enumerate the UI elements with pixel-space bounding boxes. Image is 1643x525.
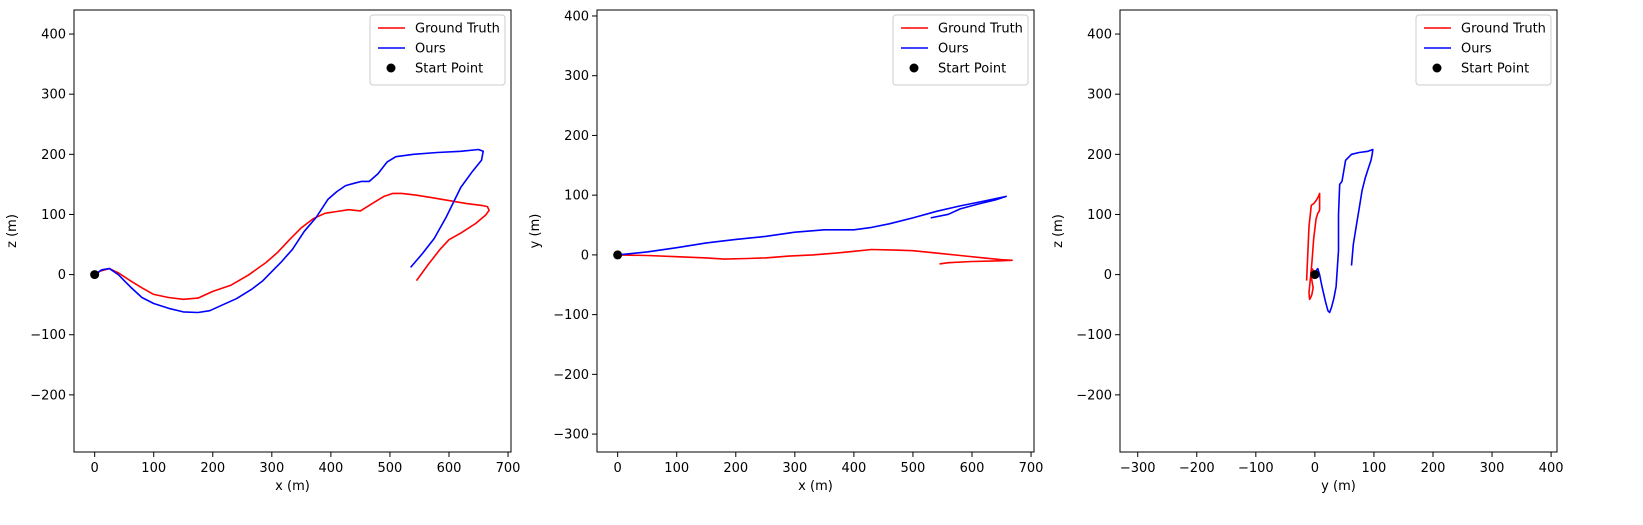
x-tick-label: 700 <box>1019 461 1044 476</box>
y-tick-label: −100 <box>553 308 589 323</box>
start-point-marker <box>613 250 623 260</box>
legend-label: Start Point <box>1461 62 1529 77</box>
x-tick-label: 100 <box>1362 461 1387 476</box>
legend: Ground Truth Ours Start Point <box>1415 14 1552 86</box>
x-tick-label: 600 <box>960 461 985 476</box>
x-tick-label: 200 <box>1421 461 1446 476</box>
series-line-ground-truth <box>617 248 1013 265</box>
x-tick-label: 100 <box>141 461 166 476</box>
x-tick-label: 0 <box>91 461 99 476</box>
start-point-marker <box>90 270 100 280</box>
x-tick-label: −100 <box>1238 461 1274 476</box>
y-tick-label: 200 <box>1087 148 1112 163</box>
x-tick-label: 300 <box>782 461 807 476</box>
y-tick-label: 0 <box>581 248 589 263</box>
x-tick-label: 200 <box>200 461 225 476</box>
x-tick-label: 0 <box>1311 461 1319 476</box>
y-tick-label: −200 <box>1076 388 1112 403</box>
x-tick-label: 100 <box>664 461 689 476</box>
y-tick-label: 200 <box>564 129 589 144</box>
y-axis-label: z (m) <box>1051 214 1066 248</box>
x-axis-label: x (m) <box>275 479 310 494</box>
x-tick-label: 500 <box>901 461 926 476</box>
y-tick-label: 100 <box>41 208 66 223</box>
y-tick-label: 300 <box>41 88 66 103</box>
x-tick-label: 400 <box>1539 461 1564 476</box>
y-tick-label: 300 <box>1087 88 1112 103</box>
x-tick-label: 700 <box>496 461 521 476</box>
legend-marker-swatch <box>909 63 919 73</box>
x-tick-label: 400 <box>318 461 343 476</box>
start-point-marker <box>1310 270 1320 280</box>
chart-panel-3: −300 −200 −100 0 100 200 300 400 −200 −100 0 100 200… <box>1051 9 1564 494</box>
legend-label: Ground Truth <box>938 22 1023 37</box>
legend-label: Start Point <box>415 62 483 77</box>
y-tick-label: −100 <box>1076 328 1112 343</box>
axes-frame <box>1119 9 1558 453</box>
chart-panel-2: 0 100 200 300 400 500 600 700 −300 −200 −100 0 100 20… <box>528 9 1043 494</box>
y-tick-label: 100 <box>1087 208 1112 223</box>
legend-marker-swatch <box>386 63 396 73</box>
legend-label: Ours <box>1461 42 1492 57</box>
legend-label: Ours <box>938 42 969 57</box>
legend-box <box>892 14 1029 86</box>
axes-frame <box>596 9 1035 453</box>
series-line-ours <box>617 195 1008 256</box>
y-tick-label: 200 <box>41 148 66 163</box>
y-tick-label: 400 <box>564 9 589 24</box>
y-axis-label: z (m) <box>5 214 20 248</box>
x-tick-label: 0 <box>614 461 622 476</box>
legend: Ground Truth Ours Start Point <box>369 14 506 86</box>
x-tick-label: −200 <box>1179 461 1215 476</box>
series-line-ours <box>1314 148 1374 314</box>
legend-marker-swatch <box>1432 63 1442 73</box>
y-axis-label: y (m) <box>528 214 543 249</box>
x-axis-label: x (m) <box>798 479 833 494</box>
y-tick-label: 400 <box>1087 28 1112 43</box>
axes-frame <box>73 9 512 453</box>
x-tick-label: 200 <box>723 461 748 476</box>
series-line-ours <box>94 148 485 314</box>
x-tick-label: 400 <box>841 461 866 476</box>
y-tick-label: 0 <box>58 268 66 283</box>
y-tick-label: 0 <box>1104 268 1112 283</box>
y-tick-label: −300 <box>553 428 589 443</box>
y-tick-label: −200 <box>553 368 589 383</box>
legend-label: Ground Truth <box>1461 22 1546 37</box>
x-tick-label: 300 <box>1480 461 1505 476</box>
x-tick-label: −300 <box>1120 461 1156 476</box>
legend-label: Ground Truth <box>415 22 500 37</box>
x-tick-label: 300 <box>259 461 284 476</box>
legend-box <box>1415 14 1552 86</box>
x-tick-label: 500 <box>378 461 403 476</box>
y-tick-label: 400 <box>41 28 66 43</box>
y-tick-label: −200 <box>30 388 66 403</box>
series-line-ground-truth <box>94 192 490 301</box>
y-tick-label: 300 <box>564 69 589 84</box>
y-tick-label: −100 <box>30 328 66 343</box>
y-tick-label: 100 <box>564 189 589 204</box>
x-axis-label: y (m) <box>1321 479 1356 494</box>
legend-label: Ours <box>415 42 446 57</box>
x-tick-label: 600 <box>437 461 462 476</box>
series-line-ground-truth <box>1305 192 1321 301</box>
chart-panel-1: 0 100 200 300 400 500 600 700 −200 −100 0 100 200 300… <box>5 9 521 494</box>
legend: Ground Truth Ours Start Point <box>892 14 1029 86</box>
legend-box <box>369 14 506 86</box>
legend-label: Start Point <box>938 62 1006 77</box>
